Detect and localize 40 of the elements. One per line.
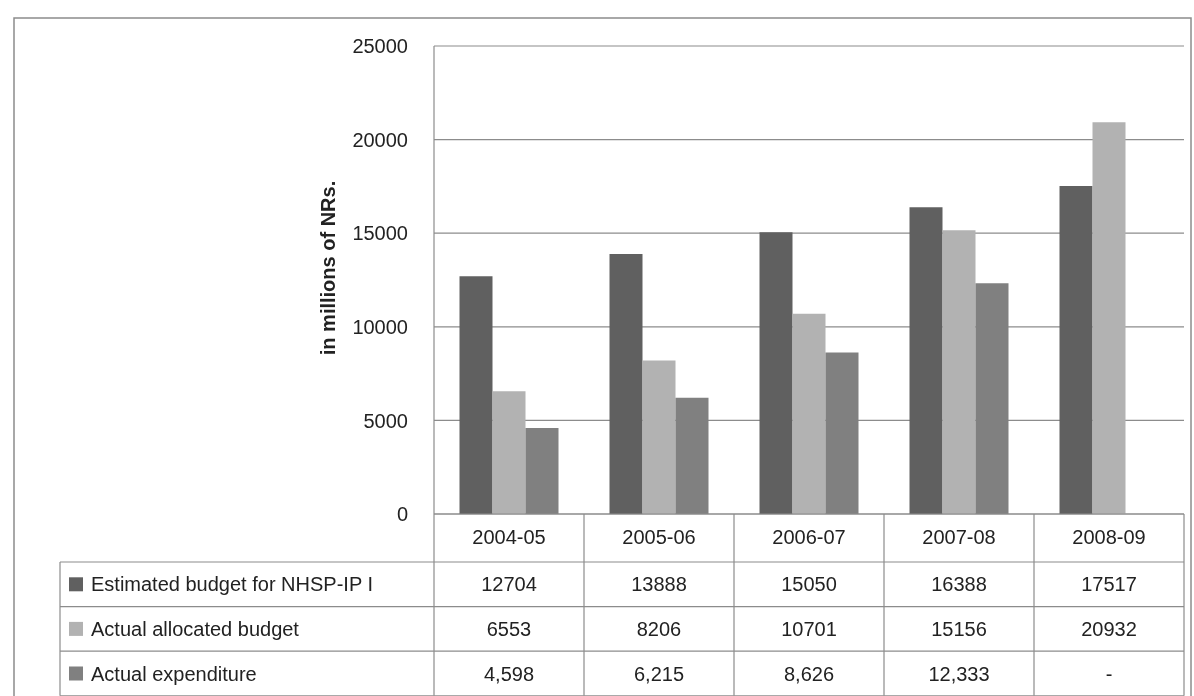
data-label: 16388: [931, 573, 987, 596]
bar: [942, 230, 976, 514]
data-label: 6,215: [633, 662, 685, 685]
bar: [1092, 122, 1126, 514]
data-label: 13888: [631, 573, 687, 596]
y-axis-title: in millions of NRs.: [317, 180, 339, 356]
data-label: 17517: [1081, 573, 1137, 596]
data-label: 20932: [1081, 617, 1137, 640]
bar: [1059, 186, 1093, 514]
x-tick-label: 2005-06: [622, 526, 696, 549]
bar: [609, 254, 643, 514]
data-label: 12,333: [928, 662, 990, 685]
data-label: 12704: [481, 573, 537, 596]
bar: [909, 207, 943, 514]
bar: [492, 391, 526, 514]
data-label: 6553: [486, 617, 532, 640]
legend-label: Actual expenditure: [91, 662, 257, 685]
y-tick-label: 20000: [352, 128, 408, 151]
bar: [642, 360, 676, 514]
y-tick-label: 0: [396, 503, 408, 526]
bar: [759, 232, 793, 514]
legend-label: Actual allocated budget: [91, 617, 300, 640]
x-tick-label: 2006-07: [772, 526, 846, 549]
y-tick-label: 15000: [352, 222, 408, 245]
x-tick-label: 2007-08: [922, 526, 996, 549]
data-label: 10701: [781, 617, 837, 640]
x-tick-label: 2004-05: [472, 526, 546, 549]
data-label: 4,598: [483, 662, 535, 685]
y-tick-label: 10000: [352, 315, 408, 338]
x-tick-label: 2008-09: [1072, 526, 1146, 549]
legend-label: Estimated budget for NHSP-IP I: [91, 573, 373, 596]
y-tick-label: 25000: [352, 35, 408, 58]
bar: [792, 313, 826, 514]
y-tick-label: 5000: [363, 409, 408, 432]
data-label: 15050: [781, 573, 837, 596]
data-label: 8,626: [783, 662, 835, 685]
text: -: [1105, 662, 1113, 685]
bar: [459, 276, 493, 514]
data-label: 8206: [636, 617, 682, 640]
data-label: 15156: [931, 617, 987, 640]
